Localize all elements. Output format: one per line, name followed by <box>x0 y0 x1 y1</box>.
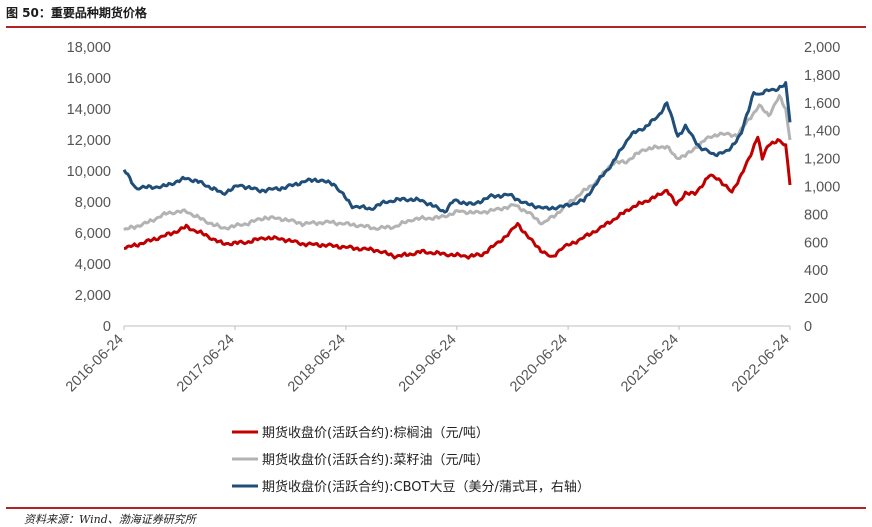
y-left-tick-label: 12,000 <box>67 133 111 149</box>
figure-title: 图 50：重要品种期货价格 <box>6 6 147 20</box>
y-right-tick-label: 1,800 <box>804 68 840 84</box>
x-tick-label: 2017-06-24 <box>174 332 238 396</box>
legend-label: 期货收盘价(活跃合约):CBOT大豆（美分/蒲式耳，右轴） <box>262 479 590 495</box>
title-divider <box>6 26 866 28</box>
series-layer <box>122 81 792 260</box>
legend-label: 期货收盘价(活跃合约):菜籽油（元/吨） <box>262 452 489 468</box>
x-tick-label: 2019-06-24 <box>396 332 460 396</box>
y-right-tick-label: 200 <box>804 291 828 307</box>
price-line-chart: 0 2,000 4,000 6,000 8,000 10,000 12,000 14,000 1… <box>63 40 840 495</box>
x-tick-label: 2020-06-24 <box>507 332 571 396</box>
y-left-tick-label: 14,000 <box>67 102 111 118</box>
chart-axes: 0 2,000 4,000 6,000 8,000 10,000 12,000 14,000 1… <box>63 40 840 395</box>
y-right-tick-label: 600 <box>804 235 828 251</box>
y-right-tick-label: 1,600 <box>804 96 840 112</box>
y-left-tick-label: 16,000 <box>67 71 111 87</box>
y-right-tick-label: 1,400 <box>804 124 840 140</box>
legend-label: 期货收盘价(活跃合约):棕榈油（元/吨） <box>262 425 489 441</box>
y-left-tick-label: 2,000 <box>75 288 111 304</box>
series-line-2 <box>123 94 792 232</box>
x-tick-label: 2018-06-24 <box>285 332 349 396</box>
series-line-3 <box>122 81 792 214</box>
y-right-tick-label: 800 <box>804 207 828 223</box>
y-left-tick-label: 10,000 <box>67 164 111 180</box>
x-tick-label: 2016-06-24 <box>63 332 127 396</box>
x-tick-label: 2022-06-24 <box>729 332 793 396</box>
x-tick-label: 2021-06-24 <box>618 332 682 396</box>
y-right-tick-label: 1,000 <box>804 180 840 196</box>
y-left-tick-label: 0 <box>103 319 111 335</box>
series-line-1 <box>123 135 792 260</box>
y-left-tick-label: 4,000 <box>75 257 111 273</box>
chart-legend: 期货收盘价(活跃合约):棕榈油（元/吨） 期货收盘价(活跃合约):菜籽油（元/吨）… <box>232 425 590 495</box>
y-left-tick-label: 6,000 <box>75 226 111 242</box>
y-right-tick-label: 0 <box>804 319 812 335</box>
source-note: 资料来源：Wind、渤海证券研究所 <box>24 513 196 526</box>
footer-divider <box>6 507 866 509</box>
y-left-tick-label: 18,000 <box>67 40 111 56</box>
y-right-tick-label: 2,000 <box>804 40 840 56</box>
y-right-tick-label: 400 <box>804 263 828 279</box>
y-right-tick-label: 1,200 <box>804 152 840 168</box>
y-left-tick-label: 8,000 <box>75 195 111 211</box>
